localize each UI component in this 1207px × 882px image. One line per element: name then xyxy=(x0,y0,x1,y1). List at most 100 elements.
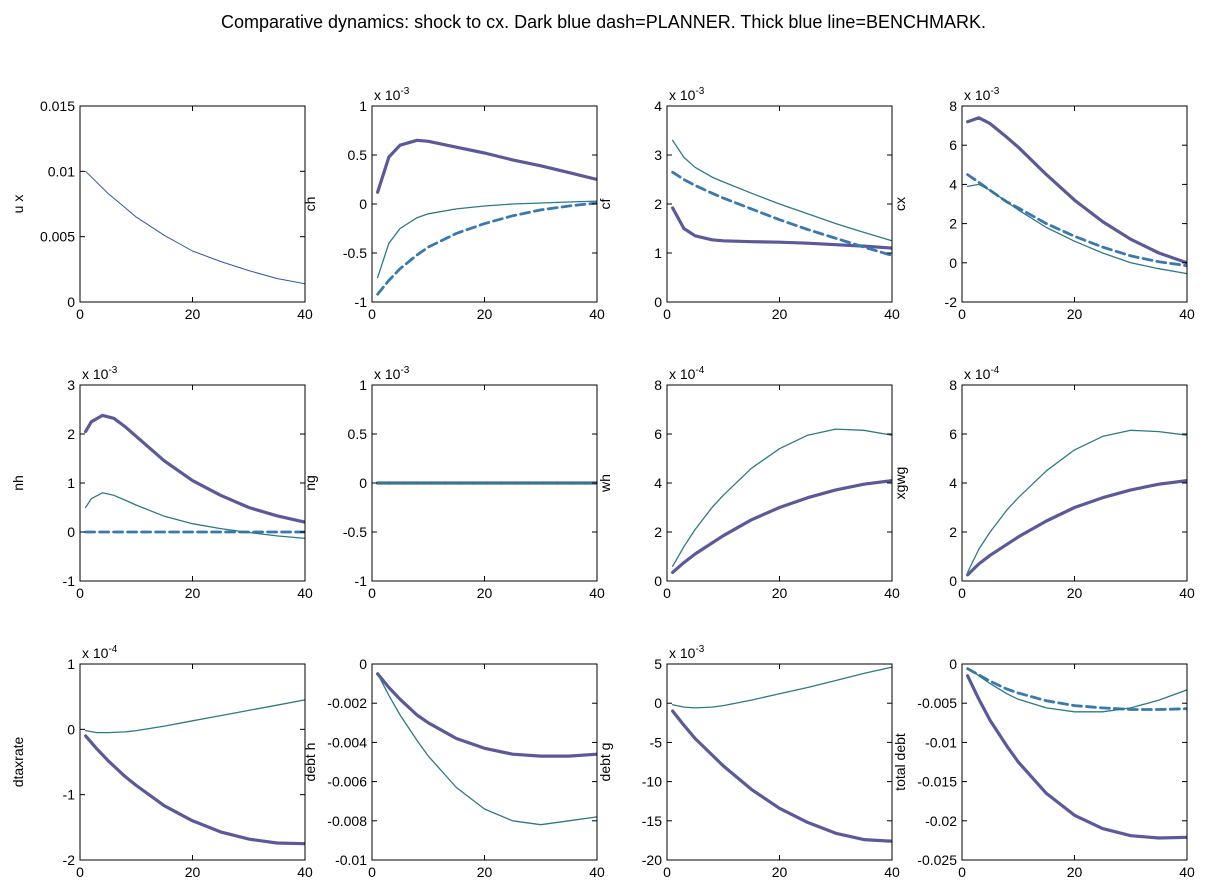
axis-exponent-label: x 10-3 xyxy=(374,86,410,103)
y-tick-label: -0.01 xyxy=(335,852,367,868)
subplot-11: -0.025 -0.02 -0.015 -0.01 -0.005 0 0 20 40 total … xyxy=(892,656,1195,880)
subplot-7: 0 2 4 6 8 0 20 40 x 10-4 xgwg xyxy=(892,365,1195,601)
y-tick-label: 2 xyxy=(949,524,957,540)
y-tick-label: 0.005 xyxy=(40,229,75,245)
x-tick-label: 0 xyxy=(958,306,966,322)
series-line-third xyxy=(966,183,1187,275)
y-axis-label: debt h xyxy=(302,743,318,782)
x-tick-label: 0 xyxy=(663,864,671,880)
y-tick-label: 4 xyxy=(949,475,957,491)
x-tick-label: 0 xyxy=(76,585,84,601)
subplot-9: -0.01 -0.008 -0.006 -0.004 -0.002 0 0 20 40 debt … xyxy=(302,656,605,880)
y-axis-label: nh xyxy=(10,475,26,491)
y-axis-label: u x xyxy=(10,195,26,214)
y-tick-label: -1 xyxy=(355,573,368,589)
y-tick-label: 4 xyxy=(654,475,662,491)
series-line-planner xyxy=(671,170,892,257)
y-tick-label: 0 xyxy=(359,475,367,491)
x-tick-label: 40 xyxy=(884,864,900,880)
y-tick-label: 0 xyxy=(67,721,75,737)
y-axis-label: cf xyxy=(597,198,613,209)
series-line-planner xyxy=(966,667,1187,711)
y-tick-label: 5 xyxy=(654,656,662,672)
x-tick-label: 0 xyxy=(663,585,671,601)
y-axis-label: xgwg xyxy=(892,467,908,500)
y-tick-label: 0 xyxy=(67,294,75,310)
x-tick-label: 20 xyxy=(477,585,493,601)
y-tick-label: -0.01 xyxy=(925,734,957,750)
series-line-benchmark xyxy=(670,479,892,575)
y-tick-label: -20 xyxy=(642,852,662,868)
x-tick-label: 20 xyxy=(772,306,788,322)
series-line-third xyxy=(671,139,892,242)
axis-exponent-label: x 10-4 xyxy=(669,365,705,382)
axes-box xyxy=(371,105,598,303)
series-line-benchmark xyxy=(670,206,892,250)
x-tick-label: 0 xyxy=(958,864,966,880)
axes-box xyxy=(79,384,306,582)
x-tick-label: 20 xyxy=(185,306,201,322)
y-tick-label: -0.02 xyxy=(925,813,957,829)
x-tick-label: 40 xyxy=(589,306,605,322)
y-axis-label: debt g xyxy=(597,743,613,782)
x-tick-label: 0 xyxy=(76,864,84,880)
series-line-third xyxy=(376,200,597,279)
series-line-third xyxy=(671,428,892,567)
figure-title: Comparative dynamics: shock to cx. Dark … xyxy=(221,12,986,32)
y-tick-label: -2 xyxy=(945,294,958,310)
y-axis-label: ng xyxy=(302,475,318,491)
y-tick-label: 2 xyxy=(654,524,662,540)
x-tick-label: 40 xyxy=(589,585,605,601)
y-tick-label: 1 xyxy=(67,475,75,491)
subplot-10: -20 -15 -10 -5 0 5 0 20 40 x 10-3 debt g xyxy=(597,644,900,880)
axis-exponent-label: x 10-3 xyxy=(964,86,1000,103)
y-tick-label: -1 xyxy=(63,787,76,803)
y-tick-label: -0.008 xyxy=(327,813,367,829)
axis-exponent-label: x 10-3 xyxy=(669,644,705,661)
y-tick-label: 0 xyxy=(654,695,662,711)
y-tick-label: -1 xyxy=(63,573,76,589)
y-tick-label: 1 xyxy=(359,98,367,114)
series-line-benchmark xyxy=(376,672,597,758)
x-tick-label: 40 xyxy=(297,306,313,322)
x-tick-label: 20 xyxy=(185,585,201,601)
series-line-benchmark xyxy=(965,116,1187,265)
x-tick-label: 20 xyxy=(477,306,493,322)
x-tick-label: 40 xyxy=(884,585,900,601)
y-tick-label: 4 xyxy=(654,98,662,114)
axis-exponent-label: x 10-3 xyxy=(669,86,705,103)
x-tick-label: 40 xyxy=(589,864,605,880)
y-tick-label: 0 xyxy=(949,656,957,672)
series-line-third xyxy=(671,666,892,709)
axes-box xyxy=(79,105,306,303)
y-tick-label: 0.5 xyxy=(348,426,368,442)
y-tick-label: -0.002 xyxy=(327,695,367,711)
x-tick-label: 20 xyxy=(1067,864,1083,880)
x-tick-label: 20 xyxy=(772,585,788,601)
y-axis-label: ch xyxy=(302,197,318,212)
axis-exponent-label: x 10-4 xyxy=(964,365,1000,382)
y-tick-label: 4 xyxy=(949,176,957,192)
x-tick-label: 20 xyxy=(772,864,788,880)
y-tick-label: -1 xyxy=(355,294,368,310)
subplot-0: 0 0.005 0.01 0.015 0 20 40 u x xyxy=(10,98,313,322)
y-tick-label: 0 xyxy=(359,196,367,212)
subplot-1: -1 -0.5 0 0.5 1 0 20 40 x 10-3 ch xyxy=(302,86,605,322)
x-tick-label: 40 xyxy=(1179,585,1195,601)
x-tick-label: 20 xyxy=(185,864,201,880)
axis-exponent-label: x 10-3 xyxy=(374,365,410,382)
axes-box xyxy=(961,105,1188,303)
y-tick-label: 6 xyxy=(949,137,957,153)
y-tick-label: 3 xyxy=(654,147,662,163)
x-tick-label: 40 xyxy=(297,864,313,880)
y-tick-label: 3 xyxy=(67,377,75,393)
y-tick-label: 0 xyxy=(949,255,957,271)
y-axis-label: cx xyxy=(892,197,908,211)
series-line-benchmark xyxy=(83,734,305,846)
y-tick-label: 8 xyxy=(654,377,662,393)
x-tick-label: 0 xyxy=(368,306,376,322)
y-tick-label: 2 xyxy=(949,216,957,232)
y-tick-label: -15 xyxy=(642,813,662,829)
series-line-shock xyxy=(85,170,305,285)
